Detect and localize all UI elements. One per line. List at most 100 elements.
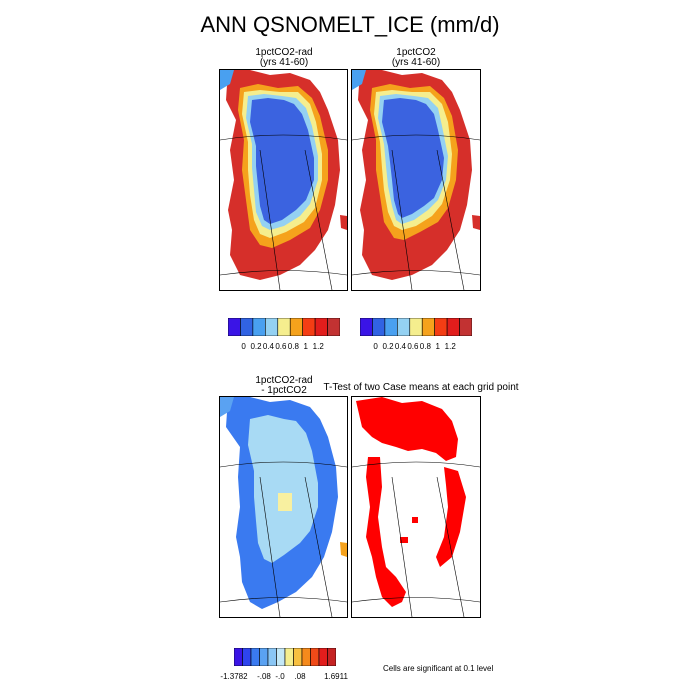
colorbar-swatch	[293, 648, 303, 666]
colorbar-swatch	[252, 318, 266, 336]
colorbar-tick-label: 1	[435, 342, 440, 351]
colorbar-swatch	[302, 318, 316, 336]
panel-title-bottom-left: 1pctCO2-rad - 1pctCO2	[232, 376, 336, 396]
signif-cell	[412, 517, 418, 523]
longitude-line-1	[259, 476, 281, 617]
panel-title-bottom-right: T-Test of two Case means at each grid po…	[323, 382, 519, 393]
east-island	[472, 215, 480, 230]
colorbar-tick-label: 0.4	[394, 342, 406, 351]
greenland-map-significance	[352, 397, 480, 617]
colorbar-top-left-labels: 0 0.2 0.4 0.6 0.8 1 1.2	[228, 342, 340, 354]
colorbar-swatch	[277, 318, 291, 336]
colorbar-swatch	[228, 318, 241, 336]
signif-west-coast	[366, 457, 406, 607]
latitude-line-2	[220, 597, 347, 603]
colorbar-swatch	[360, 318, 373, 336]
colorbar-swatch	[250, 648, 260, 666]
panel-title-line1: 1pctCO2-rad	[255, 375, 313, 386]
latitude-line-1	[220, 134, 347, 141]
greenland-map-ctl	[352, 70, 480, 290]
latitude-line-2	[352, 597, 480, 603]
colorbar-swatch	[267, 648, 277, 666]
greenland-map-rad	[220, 70, 347, 290]
latitude-line-1	[352, 461, 480, 468]
colorbar-swatch	[242, 648, 252, 666]
longitude-line-2	[304, 149, 333, 290]
signif-north	[356, 397, 458, 461]
panel-title-top-right: 1pctCO2 (yrs 41-60)	[364, 48, 468, 68]
colorbar-swatches	[228, 318, 340, 336]
panel-title-line1: 1pctCO2	[396, 47, 436, 58]
colorbar-swatch	[314, 318, 328, 336]
colorbar-swatch	[289, 318, 303, 336]
colorbar-swatch	[259, 648, 269, 666]
colorbar-swatch	[372, 318, 386, 336]
panel-title-top-left: 1pctCO2-rad (yrs 41-60)	[232, 48, 336, 68]
map-panel-1pctco2-rad	[219, 69, 348, 291]
colorbar-tick-label: 0.4	[262, 342, 274, 351]
panel-title-line2: (yrs 41-60)	[259, 57, 309, 68]
greenland-map-difference	[220, 397, 347, 617]
signif-cell	[400, 537, 408, 543]
colorbar-swatch	[240, 318, 254, 336]
longitude-line-2	[436, 476, 465, 617]
colorbar-swatch	[327, 648, 336, 666]
longitude-line-2	[436, 149, 465, 290]
colorbar-swatch	[265, 318, 279, 336]
colorbar-swatch	[397, 318, 411, 336]
colorbar-bottom	[234, 648, 336, 666]
panel-title-line2: (yrs 41-60)	[391, 57, 441, 68]
colorbar-swatch	[276, 648, 286, 666]
colorbar-tick-label: 1	[303, 342, 308, 351]
colorbar-swatch	[409, 318, 423, 336]
panel-title-line1: 1pctCO2-rad	[255, 47, 313, 58]
significance-note: Cells are significant at 0.1 level	[383, 664, 494, 673]
longitude-line-1	[259, 149, 281, 290]
colorbar-swatch	[234, 648, 243, 666]
colorbar-swatches	[360, 318, 472, 336]
colorbar-swatch	[384, 318, 398, 336]
longitude-line-2	[304, 476, 333, 617]
longitude-line-1	[391, 149, 413, 290]
colorbar-swatch	[421, 318, 435, 336]
panel-title-line2: - 1pctCO2	[261, 385, 307, 396]
arctic-coast-patch	[220, 70, 234, 90]
colorbar-tick-label: .08	[294, 672, 306, 681]
colorbar-top-right	[360, 318, 472, 336]
latitude-line-2	[352, 270, 480, 276]
latitude-line-2	[220, 270, 347, 276]
colorbar-tick-label: 0.2	[250, 342, 262, 351]
figure-title: ANN QSNOMELT_ICE (mm/d)	[200, 12, 500, 37]
arctic-coast-patch	[352, 70, 366, 90]
diff-light	[248, 415, 318, 563]
colorbar-tick-label: 0.8	[287, 342, 299, 351]
colorbar-tick-label: 0	[373, 342, 378, 351]
colorbar-tick-label: 1.6911	[324, 672, 348, 681]
colorbar-tick-label: 0	[241, 342, 246, 351]
colorbar-top-right-labels: 0 0.2 0.4 0.6 0.8 1 1.2	[360, 342, 472, 354]
colorbar-swatch	[318, 648, 328, 666]
colorbar-swatch	[434, 318, 448, 336]
colorbar-swatch	[446, 318, 460, 336]
colorbar-tick-label: 0.2	[382, 342, 394, 351]
arctic-coast-patch	[220, 397, 234, 417]
colorbar-tick-label: 0.6	[275, 342, 287, 351]
colorbar-tick-label: 0.6	[407, 342, 419, 351]
map-panel-1pctco2	[351, 69, 481, 291]
colorbar-tick-label: 0.8	[419, 342, 431, 351]
colorbar-tick-label: 1.2	[444, 342, 456, 351]
colorbar-swatch	[459, 318, 472, 336]
colorbar-top-left	[228, 318, 340, 336]
colorbar-tick-label: -1.3782	[220, 672, 248, 681]
east-island	[340, 542, 347, 557]
latitude-line-1	[352, 134, 480, 141]
map-panel-difference	[219, 396, 348, 618]
east-island	[340, 215, 347, 230]
colorbar-tick-label: -.08	[257, 672, 271, 681]
colorbar-tick-label: -.0	[275, 672, 285, 681]
colorbar-swatch	[284, 648, 294, 666]
colorbar-swatch	[327, 318, 340, 336]
signif-east-coast	[436, 467, 466, 567]
colorbar-tick-label: 1.2	[312, 342, 324, 351]
colorbar-swatches	[234, 648, 336, 666]
